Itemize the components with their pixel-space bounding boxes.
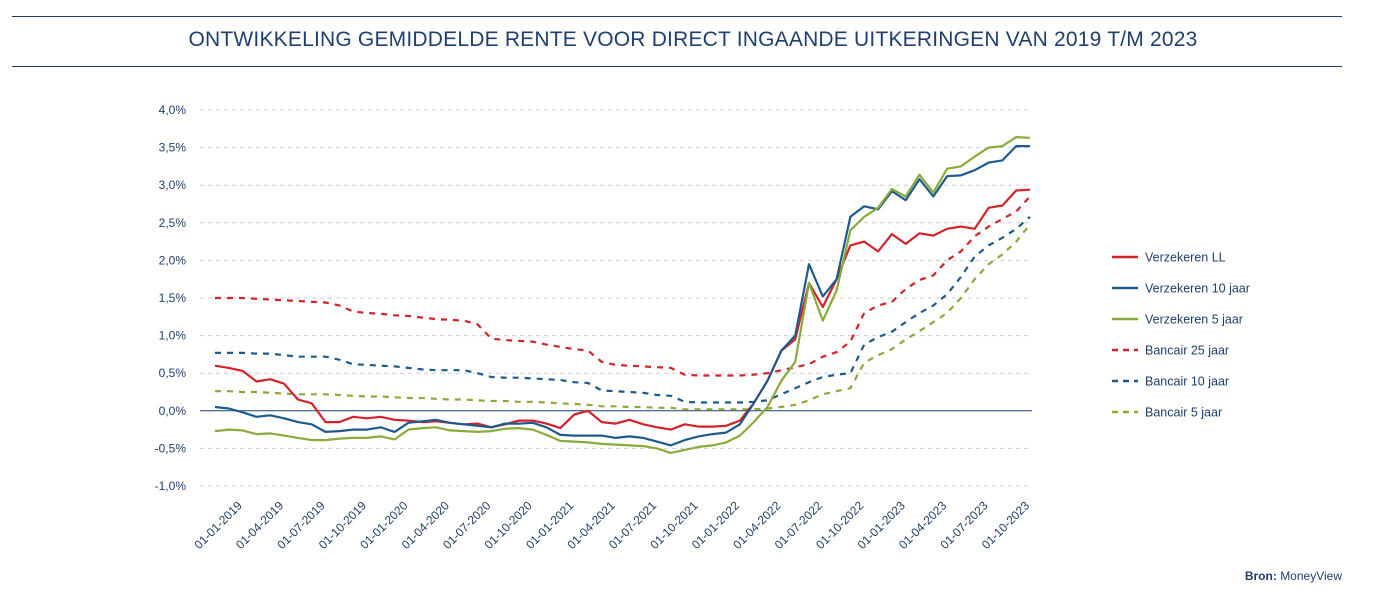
y-tick-label: -0,5% <box>155 441 187 455</box>
y-tick-label: 1,0% <box>159 329 187 343</box>
y-tick-label: 0,5% <box>159 366 187 380</box>
chart-title: ONTWIKKELING GEMIDDELDE RENTE VOOR DIREC… <box>188 28 1198 51</box>
y-tick-label: 2,5% <box>159 216 187 230</box>
y-tick-label: 1,5% <box>159 291 187 305</box>
legend-label: Verzekeren 10 jaar <box>1145 282 1250 296</box>
series-line <box>215 215 1031 404</box>
y-tick-label: 3,0% <box>159 178 187 192</box>
series-line <box>214 188 1031 431</box>
legend-label: Bancair 10 jaar <box>1145 375 1229 389</box>
legend-label: Bancair 5 jaar <box>1145 406 1222 420</box>
x-axis-ticks: 01-01-201901-04-201901-07-201901-10-2019… <box>192 498 1033 552</box>
series-line <box>215 223 1031 411</box>
legend-label: Verzekeren LL <box>1145 251 1226 265</box>
source-value: MoneyView <box>1280 569 1342 583</box>
series-lines <box>214 136 1031 454</box>
y-tick-label: 0,0% <box>159 404 187 418</box>
y-axis-ticks: 4,0% 3,5% 3,0% 2,5% 2,0% 1,5% 1,0% 0,5% 0,0% -0,5… <box>155 103 187 493</box>
y-tick-label: -1,0% <box>155 479 187 493</box>
title-rule-top <box>12 16 1342 17</box>
y-tick-label: 3,5% <box>159 141 187 155</box>
series-line <box>214 136 1031 454</box>
legend: Verzekeren LL Verzekeren 10 jaar Verzekere… <box>1112 251 1250 420</box>
title-rule-bottom <box>12 66 1342 67</box>
series-line <box>214 145 1030 447</box>
source-label: Bron: <box>1244 569 1277 583</box>
series-line <box>215 195 1031 377</box>
legend-label: Bancair 25 jaar <box>1145 344 1229 358</box>
gridlines <box>200 109 1032 487</box>
legend-label: Verzekeren 5 jaar <box>1145 313 1243 327</box>
y-tick-label: 2,0% <box>159 253 187 267</box>
y-tick-label: 4,0% <box>159 103 187 117</box>
source-note: Bron: MoneyView <box>1245 569 1342 583</box>
